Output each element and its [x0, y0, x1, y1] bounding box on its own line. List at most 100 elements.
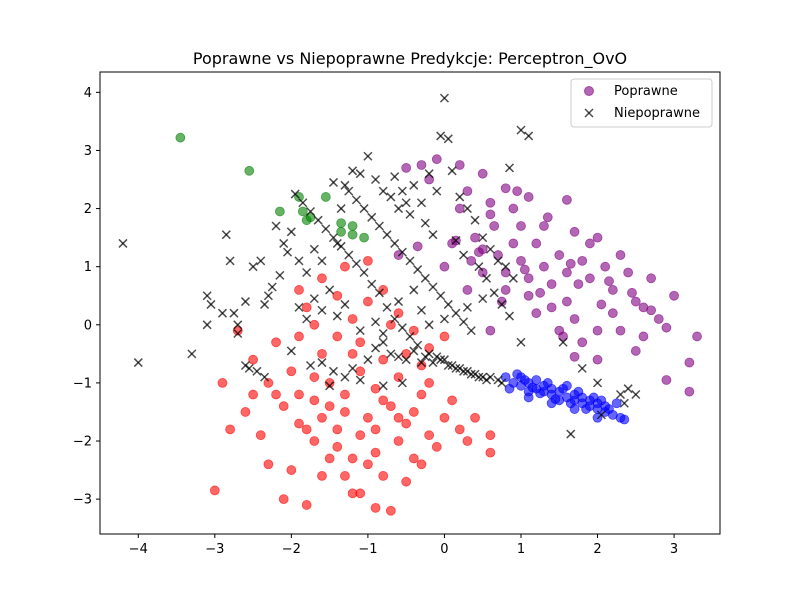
data-point-correct — [378, 395, 389, 406]
data-point-incorrect — [443, 299, 453, 309]
data-point-correct — [248, 354, 258, 365]
data-point-incorrect — [451, 308, 461, 318]
data-point-incorrect — [325, 381, 335, 391]
data-point-correct — [336, 218, 347, 228]
data-point-correct — [439, 261, 450, 272]
data-point-incorrect — [367, 212, 377, 222]
data-point-correct — [531, 238, 542, 249]
data-point-correct — [504, 383, 515, 394]
data-point-correct — [363, 255, 373, 266]
data-point-correct — [363, 459, 373, 470]
data-point-incorrect — [390, 314, 400, 324]
x-tick-label: −4 — [129, 542, 148, 557]
data-point-incorrect — [252, 366, 262, 376]
data-point-incorrect — [355, 169, 365, 179]
data-point-correct — [542, 212, 553, 223]
data-point-incorrect — [393, 204, 404, 214]
data-point-correct — [431, 154, 442, 165]
data-point-incorrect — [390, 238, 400, 248]
data-point-correct — [473, 247, 484, 258]
data-point-incorrect — [451, 235, 461, 246]
data-point-incorrect — [474, 372, 484, 382]
data-point-correct — [661, 322, 672, 333]
data-point-correct — [527, 382, 538, 393]
data-point-correct — [355, 430, 366, 441]
data-point-correct — [531, 308, 542, 319]
data-point-incorrect — [344, 250, 354, 260]
data-point-incorrect — [328, 233, 338, 243]
data-point-incorrect — [187, 349, 197, 359]
data-point-incorrect — [443, 360, 453, 371]
data-point-correct — [347, 488, 358, 499]
data-point-correct — [393, 412, 404, 423]
data-point-incorrect — [413, 340, 423, 350]
plot-area — [118, 93, 702, 516]
data-point-incorrect — [378, 328, 388, 339]
data-point-incorrect — [482, 375, 492, 385]
data-point-incorrect — [386, 349, 396, 359]
data-point-incorrect — [397, 247, 407, 257]
data-point-incorrect — [217, 308, 227, 318]
data-point-incorrect — [424, 320, 434, 330]
data-point-correct — [485, 209, 496, 220]
data-point-incorrect — [436, 355, 446, 365]
data-point-incorrect — [328, 366, 338, 376]
data-point-incorrect — [420, 273, 430, 283]
data-point-correct — [309, 319, 320, 330]
data-point-correct — [297, 206, 308, 217]
data-point-correct — [393, 372, 404, 382]
data-point-correct — [347, 221, 358, 231]
data-point-incorrect — [482, 273, 492, 283]
data-point-correct — [611, 398, 622, 409]
data-point-incorrect — [118, 238, 128, 248]
data-point-correct — [332, 290, 343, 301]
data-point-incorrect — [344, 186, 354, 196]
data-point-incorrect — [390, 172, 400, 182]
data-point-correct — [500, 183, 511, 194]
data-point-correct — [263, 378, 274, 388]
data-point-incorrect — [455, 192, 465, 202]
data-point-incorrect — [478, 294, 488, 304]
legend: Poprawne Niepoprawne — [570, 78, 713, 128]
data-point-incorrect — [459, 250, 469, 260]
data-point-correct — [401, 162, 412, 173]
data-point-incorrect — [459, 366, 469, 376]
data-point-correct — [584, 273, 595, 284]
data-point-correct — [294, 331, 304, 342]
data-point-correct — [573, 279, 584, 290]
data-point-correct — [523, 273, 534, 284]
data-point-incorrect — [221, 230, 231, 240]
data-point-correct — [462, 285, 473, 295]
data-point-incorrect — [256, 256, 266, 266]
axes-frame — [99, 71, 721, 535]
y-tick-label: 3 — [84, 144, 92, 159]
data-point-correct — [416, 160, 427, 170]
data-point-incorrect — [615, 389, 626, 400]
data-point-correct — [542, 378, 553, 388]
axes: −4 −3 −2 −1 0 1 2 3 −3 −2 −1 0 1 2 3 4 — [73, 86, 678, 557]
data-point-correct — [424, 378, 435, 388]
data-point-incorrect — [401, 198, 411, 208]
y-tick-label: −3 — [73, 493, 92, 508]
data-point-correct — [248, 389, 258, 400]
data-point-correct — [470, 232, 480, 243]
data-point-correct — [408, 407, 419, 417]
data-point-incorrect — [206, 299, 216, 309]
data-point-incorrect — [202, 320, 212, 330]
data-point-incorrect — [436, 291, 446, 301]
data-point-correct — [378, 354, 389, 365]
data-point-incorrect — [393, 352, 404, 362]
legend-marker-niepoprawne — [584, 108, 594, 118]
data-point-incorrect — [359, 267, 369, 278]
data-point-incorrect — [374, 221, 384, 231]
data-point-correct — [408, 453, 419, 464]
data-point-correct — [209, 485, 220, 496]
data-point-correct — [607, 308, 618, 319]
data-point-correct — [340, 261, 350, 272]
data-point-incorrect — [501, 262, 511, 272]
data-point-incorrect — [474, 262, 484, 272]
x-tick-label: −3 — [205, 542, 224, 557]
data-point-correct — [516, 255, 526, 266]
data-point-incorrect — [378, 337, 388, 347]
data-point-correct — [539, 261, 549, 272]
